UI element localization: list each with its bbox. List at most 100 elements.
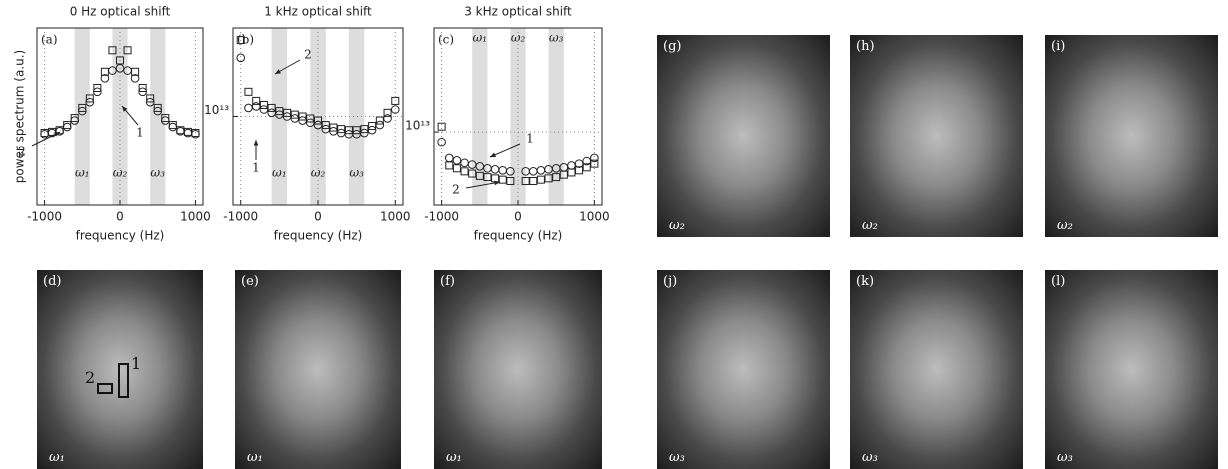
point xyxy=(475,171,484,180)
roi-label: 1 xyxy=(131,354,142,373)
band-label: ω₂ xyxy=(511,31,526,45)
arrow-head xyxy=(275,69,281,74)
panel-caption: ω₃ xyxy=(862,450,878,465)
annotation: 2 xyxy=(18,145,26,159)
point xyxy=(391,96,400,105)
panel-label: (g) xyxy=(663,39,682,54)
image-panel: (h) ω₂ xyxy=(850,35,1023,237)
arrow-head xyxy=(494,180,500,186)
image-panel: (k) ω₃ xyxy=(850,270,1023,469)
point xyxy=(146,94,155,103)
x-axis-label: frequency (Hz) xyxy=(76,229,165,243)
panel-label: (f) xyxy=(440,274,455,289)
chart-title: 1 kHz optical shift xyxy=(264,5,372,19)
point xyxy=(131,67,140,76)
x-tick-label: 0 xyxy=(514,210,522,224)
point xyxy=(444,153,454,163)
point xyxy=(383,114,392,123)
point xyxy=(437,137,446,147)
point xyxy=(290,110,299,119)
point xyxy=(344,126,353,135)
point xyxy=(176,126,185,135)
point xyxy=(521,177,530,186)
point xyxy=(252,96,261,105)
point xyxy=(437,122,446,131)
arrow-head xyxy=(490,152,496,157)
point xyxy=(321,121,330,130)
image-panel: (i) ω₂ xyxy=(1045,35,1218,237)
point xyxy=(116,56,124,65)
chart-title: 0 Hz optical shift xyxy=(70,5,171,19)
point xyxy=(244,103,253,113)
band-label: ω₃ xyxy=(150,166,165,180)
point xyxy=(528,167,538,176)
panel-caption: ω₃ xyxy=(669,450,685,465)
arrow xyxy=(465,181,501,189)
panel-label: (k) xyxy=(856,274,875,289)
point xyxy=(468,169,477,178)
panel-label: (e) xyxy=(241,274,259,289)
point xyxy=(168,121,177,130)
point xyxy=(138,83,147,92)
y-axis-label: power spectrum (a.u.) xyxy=(13,50,27,183)
point xyxy=(306,114,315,123)
image-panel: (l) ω₃ xyxy=(1045,270,1218,469)
roi-box xyxy=(97,383,113,394)
point xyxy=(183,127,192,136)
point xyxy=(298,112,307,121)
band xyxy=(74,28,90,205)
panel-caption: ω₁ xyxy=(247,450,263,465)
point xyxy=(367,125,377,135)
point xyxy=(236,36,245,45)
point xyxy=(506,167,515,176)
point xyxy=(259,100,268,109)
image-panel: (g) ω₂ xyxy=(657,35,830,237)
point xyxy=(123,46,132,55)
point xyxy=(78,103,87,112)
point xyxy=(115,64,125,73)
point xyxy=(329,123,338,132)
point xyxy=(153,103,162,112)
annotation: 2 xyxy=(452,183,460,197)
arrow-head xyxy=(122,106,128,112)
point xyxy=(360,125,369,134)
panel-caption: ω₁ xyxy=(446,450,462,465)
x-tick-label: 0 xyxy=(116,210,124,224)
point xyxy=(575,166,584,175)
point xyxy=(383,108,392,117)
point xyxy=(375,120,385,130)
point xyxy=(251,102,261,111)
point xyxy=(506,177,515,186)
annotation: 1 xyxy=(526,132,534,146)
point xyxy=(244,87,253,96)
point xyxy=(40,129,49,138)
point xyxy=(259,105,269,114)
arrow-head xyxy=(54,132,60,137)
band-label: ω₁ xyxy=(75,166,90,180)
point xyxy=(375,116,384,125)
band xyxy=(271,28,288,205)
band-label: ω₃ xyxy=(549,31,564,45)
panel-caption: ω₃ xyxy=(1057,450,1073,465)
point xyxy=(491,174,500,183)
y-tick-label: 10¹³ xyxy=(204,103,229,117)
band xyxy=(150,28,166,205)
point xyxy=(460,158,469,168)
point xyxy=(452,155,462,165)
annotation: 1 xyxy=(136,126,144,140)
point xyxy=(368,122,377,131)
point xyxy=(498,175,507,184)
point xyxy=(100,67,109,76)
band-label: ω₃ xyxy=(349,166,364,180)
panel-caption: ω₂ xyxy=(1057,218,1073,233)
point xyxy=(108,46,117,55)
panel-caption: ω₁ xyxy=(49,450,65,465)
x-axis-label: frequency (Hz) xyxy=(274,229,363,243)
point xyxy=(267,103,276,112)
x-tick-label: 1000 xyxy=(180,210,211,224)
point xyxy=(483,173,492,182)
x-tick-label: -1000 xyxy=(223,210,258,224)
x-tick-label: 1000 xyxy=(380,210,411,224)
point xyxy=(93,83,102,92)
point xyxy=(48,127,57,136)
